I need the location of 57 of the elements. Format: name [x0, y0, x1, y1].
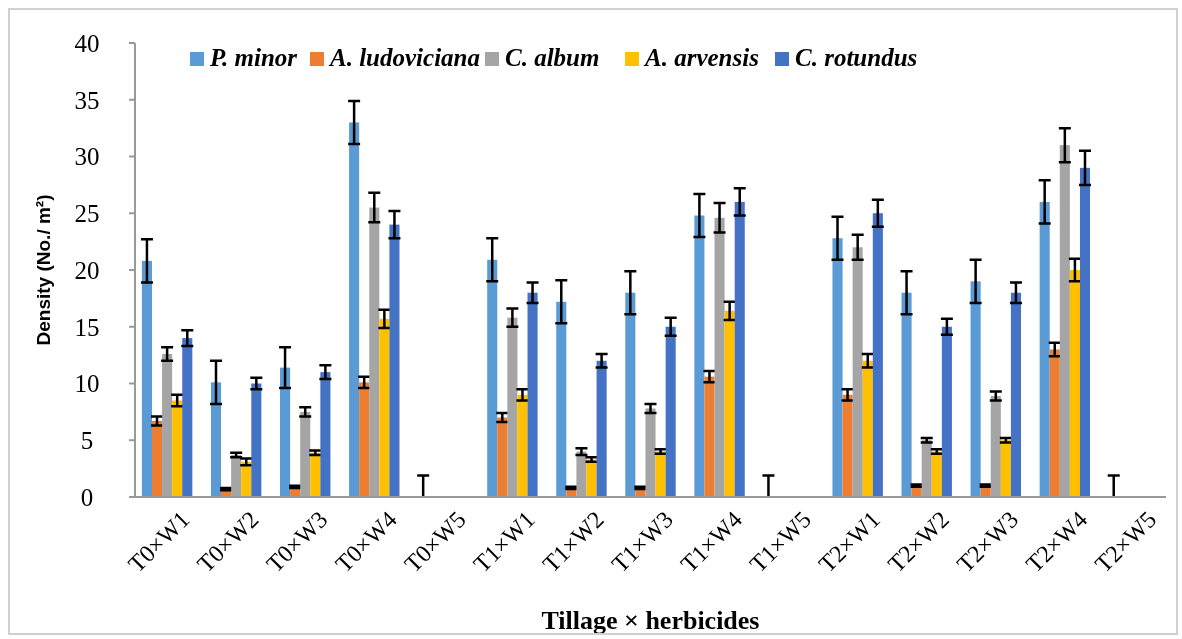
- y-tick-label: 35: [74, 86, 100, 114]
- bar: [497, 417, 508, 497]
- legend-label: A. ludoviciana: [328, 44, 481, 71]
- bar: [872, 213, 883, 497]
- bar: [586, 459, 597, 497]
- bar: [901, 292, 912, 497]
- bar: [251, 383, 262, 497]
- bar: [349, 122, 360, 497]
- bar: [931, 451, 942, 497]
- bar: [1010, 292, 1021, 497]
- y-tick-label: 20: [74, 256, 100, 284]
- bar: [151, 420, 163, 497]
- bar: [172, 400, 183, 497]
- bar: [970, 281, 981, 497]
- bar: [862, 360, 873, 497]
- bar: [1069, 270, 1080, 497]
- y-tick-label: 0: [80, 483, 94, 511]
- bar: [210, 382, 222, 497]
- bar: [517, 394, 528, 497]
- y-tick-label: 15: [74, 313, 100, 341]
- bar: [280, 367, 291, 497]
- y-tick-label: 40: [74, 29, 100, 57]
- bar: [527, 292, 538, 497]
- bar: [487, 259, 498, 497]
- bar: [832, 238, 843, 497]
- y-tick-label: 25: [74, 200, 100, 227]
- bar: [596, 360, 607, 497]
- bar: [379, 318, 390, 497]
- bar: [941, 326, 952, 497]
- y-tick-label: 30: [74, 143, 100, 171]
- y-axis-title: Density (No./ m²): [33, 194, 54, 346]
- legend-label: C. album: [505, 44, 600, 71]
- bar: [389, 224, 400, 497]
- bar: [694, 215, 705, 497]
- y-tick-label: 5: [80, 427, 94, 454]
- bar: [734, 201, 745, 497]
- bar: [842, 394, 853, 497]
- bar: [724, 310, 735, 497]
- bar: [141, 260, 152, 497]
- y-tick-label: 10: [74, 370, 100, 398]
- legend-label: C. rotundus: [795, 44, 918, 71]
- legend-label: P. minor: [209, 44, 298, 71]
- legend-label: A. arvensis: [643, 44, 759, 71]
- bar: [556, 301, 567, 497]
- bar: [655, 451, 666, 497]
- bar: [1049, 349, 1060, 497]
- bar: [665, 326, 676, 497]
- bar: [320, 372, 331, 497]
- bar: [1000, 440, 1011, 497]
- bar: [359, 382, 370, 497]
- bar: [625, 292, 636, 497]
- bar: [1039, 201, 1050, 497]
- x-axis-title: Tillage × herbicides: [541, 606, 760, 635]
- bar: [704, 376, 715, 497]
- bar: [182, 338, 193, 497]
- bar: [310, 452, 321, 497]
- bar: [1079, 167, 1091, 497]
